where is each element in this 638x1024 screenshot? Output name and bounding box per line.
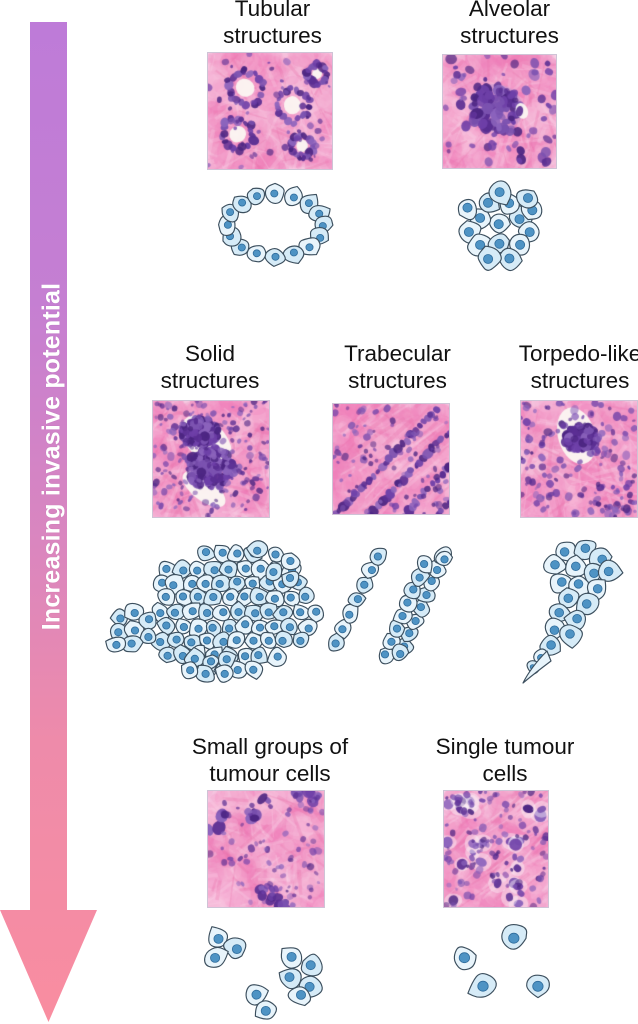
small-groups-schematic (196, 920, 356, 1020)
caption-single-cells: Single tumour cells (435, 734, 575, 786)
caption-tubular: Tubular structures (223, 0, 322, 48)
invasive-potential-arrow: Increasing invasive potential (0, 22, 120, 1022)
caption-trabecular: Trabecular structures (344, 341, 451, 393)
alveolar-schematic (443, 178, 558, 272)
trabecular-micrograph (332, 403, 450, 515)
tubular-schematic (205, 180, 345, 270)
torpedo-schematic (522, 533, 635, 688)
arrow-shape (0, 22, 97, 1022)
tubular-micrograph (207, 52, 333, 170)
caption-torpedo: Torpedo-like structures (518, 341, 638, 393)
single-cells-micrograph (443, 790, 549, 908)
caption-solid: Solid structures (160, 341, 260, 393)
single-cells-schematic (440, 915, 580, 1010)
trabecular-schematic (326, 535, 466, 675)
caption-alveolar: Alveolar structures (460, 0, 559, 48)
solid-schematic (98, 532, 325, 683)
torpedo-micrograph (520, 400, 638, 518)
alveolar-micrograph (442, 54, 557, 169)
caption-small-groups: Small groups of tumour cells (191, 734, 349, 786)
small-groups-micrograph (207, 790, 325, 908)
solid-micrograph (152, 400, 270, 518)
